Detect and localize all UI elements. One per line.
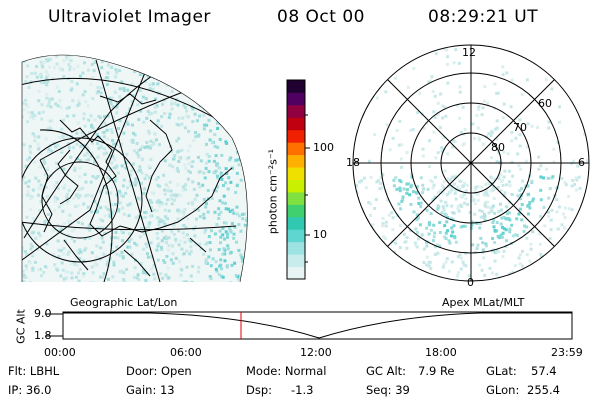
timeline-y-tick-bottom: 1.8: [34, 329, 52, 342]
colorbar-swatch: [287, 80, 305, 93]
gc-alt-value: 7.9 Re: [418, 364, 455, 378]
colorbar-swatch: [287, 142, 305, 156]
timeline-y-tick-top: 9.0: [34, 307, 52, 320]
colorbar-swatch: [287, 154, 305, 168]
mlat-label-70: 70: [513, 121, 527, 134]
geographic-image-panel: [21, 54, 248, 283]
glat-value: 57.4: [531, 364, 557, 378]
colorbar-swatch: [287, 191, 305, 205]
left-panel-caption: Geographic Lat/Lon: [70, 296, 178, 309]
mlat-label-80: 80: [491, 141, 505, 154]
timeline-x-tick: 06:00: [170, 346, 202, 359]
timeline-y-label: GC Alt: [14, 309, 28, 344]
polar-plot-panel: [352, 44, 590, 282]
right-panel-caption: Apex MLat/MLT: [442, 296, 525, 309]
timeline-x-tick: 00:00: [44, 346, 76, 359]
colorbar-swatch: [287, 179, 305, 193]
ip-status: IP: 36.0: [8, 383, 52, 397]
colorbar-swatch: [287, 117, 305, 131]
colorbar-swatch: [287, 241, 305, 255]
glon-value: 255.4: [527, 383, 560, 397]
date-label: 08 Oct 00: [277, 7, 365, 27]
instrument-title: Ultraviolet Imager: [48, 7, 211, 27]
timeline-x-tick: 18:00: [425, 346, 457, 359]
altitude-curve: [63, 312, 572, 339]
colorbar-tick-100: 100: [313, 141, 334, 154]
colorbar-unit-label: photon cm⁻²s⁻¹: [266, 148, 280, 235]
glat-label: GLat:: [486, 364, 517, 378]
mlt-label-6: 6: [578, 156, 585, 169]
mlt-label-0: 0: [467, 276, 474, 289]
seq-status: Seq: 39: [366, 383, 410, 397]
mlt-label-18: 18: [346, 156, 360, 169]
colorbar-swatch: [287, 129, 305, 143]
dsp-value: -1.3: [291, 383, 314, 397]
glon-label: GLon:: [486, 383, 520, 397]
filter-status: Flt: LBHL: [8, 364, 60, 378]
colorbar-swatch: [287, 229, 305, 243]
mode-status: Mode: Normal: [246, 364, 327, 378]
colorbar-swatch: [287, 204, 305, 218]
colorbar-swatch: [287, 254, 305, 268]
mlt-label-12: 12: [462, 46, 476, 59]
colorbar-swatch: [287, 266, 305, 280]
gain-status: Gain: 13: [126, 383, 175, 397]
altitude-timeline: [45, 311, 573, 340]
timeline-x-tick: 23:59: [551, 346, 583, 359]
timeline-x-tick: 12:00: [300, 346, 332, 359]
gc-alt-label: GC Alt:: [366, 364, 407, 378]
mlat-label-60: 60: [538, 97, 552, 110]
colorbar-tick-10: 10: [313, 228, 327, 241]
colorbar-swatch: [287, 216, 305, 230]
dsp-label: Dsp:: [246, 383, 273, 397]
colorbar-swatch: [287, 92, 305, 106]
colorbar-swatch: [287, 104, 305, 118]
colorbar-swatch: [287, 167, 305, 180]
time-label: 08:29:21 UT: [428, 7, 539, 27]
door-status: Door: Open: [126, 364, 192, 378]
colorbar: [286, 79, 310, 280]
